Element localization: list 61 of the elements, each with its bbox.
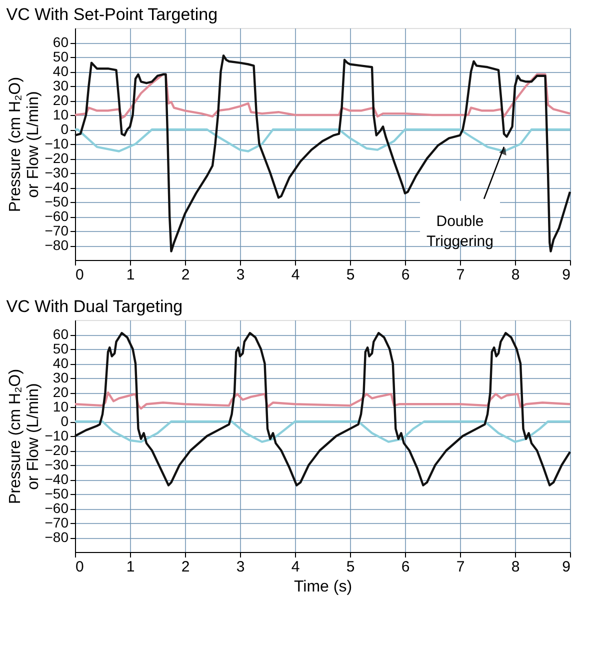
y-tick-label: −40: [44, 179, 69, 195]
y-tick-label: −10: [44, 136, 69, 152]
x-tick-label: 4: [291, 558, 300, 576]
x-tick-label: 0: [76, 558, 84, 576]
chart-title: VC With Set-Point Targeting: [6, 5, 218, 24]
y-tick-label: 20: [52, 92, 69, 108]
x-tick-label: 1: [126, 266, 135, 284]
y-tick-label: −30: [44, 456, 69, 472]
line-series: [74, 73, 572, 119]
line-series: [74, 391, 572, 410]
y-tick-label: 40: [52, 63, 69, 79]
y-tick-label: −30: [44, 164, 69, 180]
x-tick-label: 0: [76, 266, 84, 284]
y-tick-label: −80: [44, 237, 69, 253]
y-tick-label: 60: [52, 34, 69, 50]
x-tick-label: 5: [346, 266, 355, 284]
x-tick-label: 2: [181, 266, 190, 284]
y-tick-label: 20: [52, 384, 69, 400]
x-tick-label: 6: [401, 558, 410, 576]
y-tick-label: −60: [44, 500, 69, 516]
x-tick-label: 3: [236, 558, 245, 576]
x-tick-label: 9: [562, 266, 570, 284]
y-tick-label: −70: [44, 514, 69, 530]
x-tick-label: 1: [126, 558, 135, 576]
x-tick-label: 2: [181, 558, 190, 576]
y-tick-label: 0: [60, 121, 69, 137]
y-tick-label: 10: [52, 106, 69, 122]
line-series: [74, 332, 572, 486]
x-tick-label: 8: [511, 558, 520, 576]
y-tick-label: −80: [44, 529, 69, 545]
chart-title: VC With Dual Targeting: [6, 297, 183, 316]
y-tick-label: −70: [44, 222, 69, 238]
x-tick-label: 8: [511, 266, 520, 284]
x-tick-label: 7: [456, 266, 465, 284]
y-tick-label: −40: [44, 471, 69, 487]
y-axis-title: Pressure (cm H₂O) or Flow (L/min): [6, 76, 42, 212]
y-tick-label: 30: [52, 78, 69, 94]
y-tick-label: −60: [44, 208, 69, 224]
y-tick-label: −50: [44, 194, 69, 210]
y-tick-label: 30: [52, 370, 69, 386]
x-tick-label: 9: [562, 558, 570, 576]
y-tick-label: −20: [44, 442, 69, 458]
line-series: [74, 420, 572, 443]
line-series: [74, 54, 572, 252]
y-tick-label: −20: [44, 150, 69, 166]
y-tick-label: 10: [52, 398, 69, 414]
y-tick-label: 40: [52, 355, 69, 371]
x-tick-label: 6: [401, 266, 410, 284]
y-tick-label: 50: [52, 340, 69, 356]
x-tick-label: 4: [291, 266, 300, 284]
y-tick-label: −50: [44, 486, 69, 502]
y-tick-label: −10: [44, 428, 69, 444]
x-axis-title: Time (s): [294, 578, 352, 596]
y-tick-label: 60: [52, 326, 69, 342]
annotation: Double Triggering: [426, 212, 494, 250]
y-tick-label: 0: [60, 413, 69, 429]
y-tick-label: 50: [52, 48, 69, 64]
x-tick-label: 5: [346, 558, 355, 576]
x-tick-label: 7: [456, 558, 465, 576]
y-axis-title: Pressure (cm H₂O) or Flow (L/min): [6, 368, 42, 504]
x-tick-label: 3: [236, 266, 245, 284]
